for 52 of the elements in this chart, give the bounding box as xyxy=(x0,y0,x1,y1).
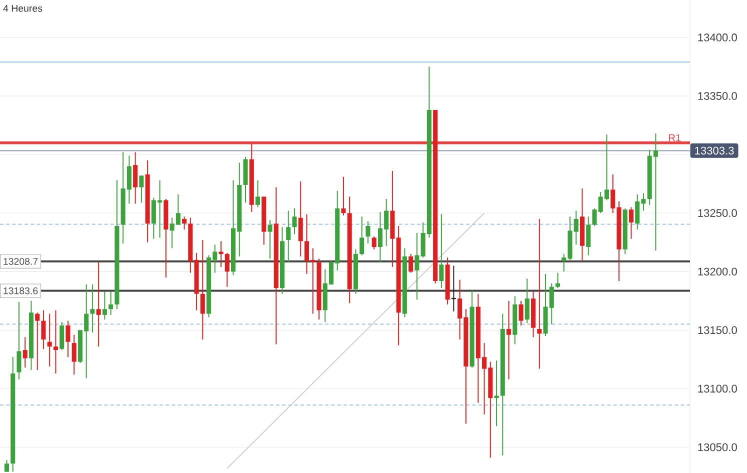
candlestick xyxy=(200,239,205,340)
candlestick xyxy=(408,254,414,274)
ref-line-label: 13208.7 xyxy=(4,258,38,265)
candlestick xyxy=(182,216,187,230)
candlestick xyxy=(439,214,444,288)
candlestick xyxy=(366,220,370,244)
candlestick xyxy=(218,240,224,268)
y-tick-label: 13400.0 xyxy=(698,34,737,42)
candlestick xyxy=(268,220,272,260)
candlestick xyxy=(16,302,22,380)
candlestick xyxy=(255,180,260,208)
candlestick xyxy=(524,278,530,324)
candlestick xyxy=(360,216,364,256)
candlestick xyxy=(506,300,512,380)
candlestick xyxy=(341,176,346,216)
candlestick xyxy=(372,236,376,250)
ref-line-label: R1 xyxy=(669,134,681,142)
y-tick-label: 13250.0 xyxy=(698,209,737,217)
candlestick xyxy=(628,206,634,240)
candlestick xyxy=(108,291,114,316)
y-tick-label: 13050.0 xyxy=(698,443,737,452)
y-tick-label: 13150.0 xyxy=(698,326,737,334)
ref-line-label: 13183.6 xyxy=(4,287,38,294)
candlestick xyxy=(224,252,230,288)
candlestick xyxy=(60,321,64,351)
candlestick xyxy=(494,360,499,427)
candlestick xyxy=(537,218,542,370)
candlestick xyxy=(298,180,303,257)
candlestick xyxy=(518,300,524,326)
candlestick xyxy=(66,320,70,358)
candlestick xyxy=(53,310,58,374)
candlestick xyxy=(292,208,297,235)
candlestick xyxy=(41,310,46,350)
y-tick-label: 13200.0 xyxy=(698,268,737,276)
y-tick-label: 13100.0 xyxy=(698,384,737,393)
candlestick xyxy=(22,336,28,368)
candlestick xyxy=(133,152,138,204)
candlestick xyxy=(286,210,291,263)
ref-line-label: 13303.3 xyxy=(695,146,734,155)
candlestick xyxy=(47,313,52,367)
candlestick xyxy=(414,232,420,300)
candlestick xyxy=(555,272,560,288)
candlestick xyxy=(96,262,101,348)
candlestick xyxy=(35,312,40,370)
candlestick xyxy=(139,175,144,204)
chart-title: 4 Heures xyxy=(3,4,42,12)
candlestick xyxy=(4,460,10,472)
candlestick xyxy=(90,284,95,333)
candlestick xyxy=(72,334,76,376)
candlestick xyxy=(102,291,107,320)
candlestick xyxy=(586,216,591,256)
y-tick-label: 13350.0 xyxy=(698,92,737,100)
